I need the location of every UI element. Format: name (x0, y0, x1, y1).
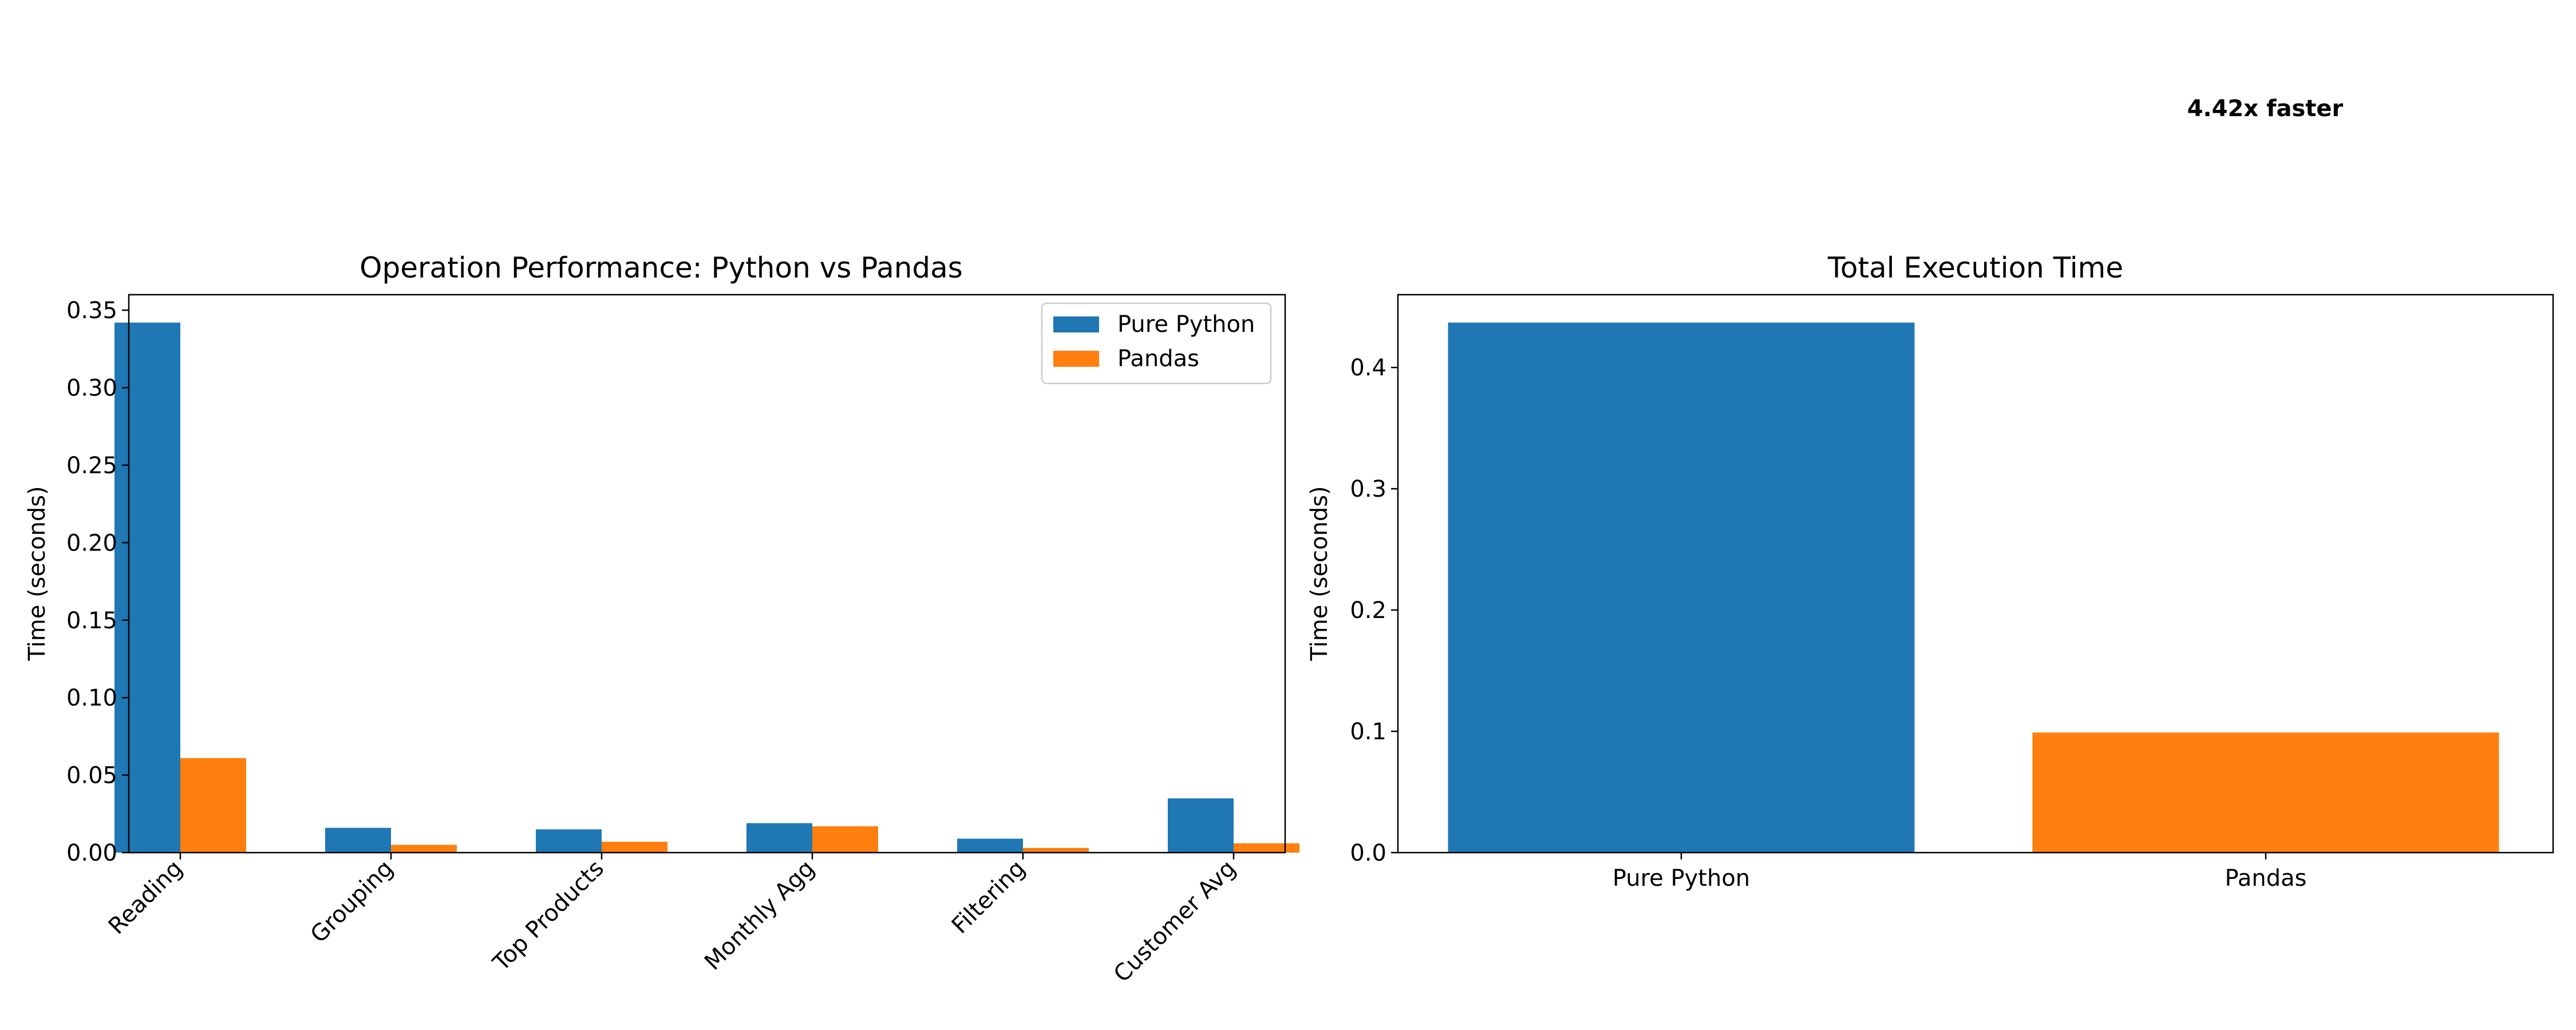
operation-performance-chart: Operation Performance: Python vs Pandas … (24, 251, 1299, 988)
y-tick-label: 0.00 (66, 840, 117, 866)
bar-pure-python-customer-avg (1168, 798, 1234, 853)
y-ticks: 0.0 0.1 0.2 0.3 0.4 (1350, 355, 1398, 866)
x-ticks: Pure Python Pandas (1613, 853, 2307, 892)
speedup-annotation: 4.42x faster (2187, 96, 2344, 122)
plot-frame (128, 294, 1286, 854)
bar-pure-python-top-products (536, 829, 602, 853)
x-tick-label-top-products: Top Products (488, 855, 609, 977)
bar-pure-python-grouping (325, 827, 391, 853)
bar-pandas-grouping (391, 845, 457, 853)
bar-pandas-top-products (602, 842, 667, 853)
y-tick-label: 0.2 (1350, 597, 1386, 624)
x-tick-label-pandas: Pandas (2225, 865, 2307, 892)
legend: Pure Python Pandas (1041, 302, 1272, 385)
y-tick-label: 0.15 (66, 608, 117, 634)
x-tick-label-reading: Reading (104, 855, 188, 940)
bar-pure-python (1448, 322, 1915, 853)
y-tick-label: 0.0 (1350, 840, 1386, 866)
x-tick-label-monthly-agg: Monthly Agg (700, 855, 820, 976)
bars (114, 322, 1299, 853)
x-tick-label-filtering: Filtering (947, 855, 1030, 939)
y-ticks: 0.00 0.05 0.10 0.15 0.20 0.25 0.30 0.35 (66, 298, 129, 866)
x-tick-label-grouping: Grouping (306, 855, 398, 948)
y-tick-label: 0.10 (66, 685, 117, 711)
bar-pandas-monthly-agg (812, 826, 878, 853)
y-tick-label: 0.05 (66, 763, 117, 789)
bars (1448, 322, 2499, 853)
y-tick-label: 0.1 (1350, 719, 1386, 745)
y-axis-label: Time (seconds) (1306, 486, 1333, 661)
y-tick-label: 0.30 (66, 375, 117, 402)
y-tick-label: 0.3 (1350, 476, 1386, 502)
bar-pure-python-reading (114, 322, 180, 853)
legend-swatch-pure-python (1053, 316, 1099, 332)
bar-pandas-reading (180, 758, 246, 853)
bar-pandas-customer-avg (1234, 843, 1299, 853)
chart-title: Operation Performance: Python vs Pandas (359, 251, 963, 284)
legend-label-pandas: Pandas (1117, 346, 1199, 372)
bar-pandas-filtering (1023, 847, 1089, 853)
x-ticks: Reading Grouping Top Products Monthly Agg Fi… (104, 853, 1241, 988)
x-tick-label-customer-avg: Customer Avg (1109, 855, 1241, 988)
y-tick-label: 0.4 (1350, 355, 1386, 381)
x-tick-label-pure-python: Pure Python (1613, 865, 1750, 892)
bar-pure-python-monthly-agg (746, 823, 812, 853)
y-tick-label: 0.35 (66, 298, 117, 324)
legend-label-pure-python: Pure Python (1117, 311, 1255, 338)
bar-pandas (2032, 732, 2499, 853)
bar-pure-python-filtering (957, 838, 1023, 853)
y-tick-label: 0.20 (66, 530, 117, 556)
chart-title: Total Execution Time (1827, 251, 2123, 284)
y-axis-label: Time (seconds) (24, 486, 50, 661)
legend-swatch-pandas (1053, 351, 1099, 367)
plot-frame (1397, 294, 2554, 854)
total-execution-time-chart: Total Execution Time 0.0 0.1 0.2 0.3 0.4 Pur… (1306, 251, 2554, 892)
y-tick-label: 0.25 (66, 453, 117, 479)
